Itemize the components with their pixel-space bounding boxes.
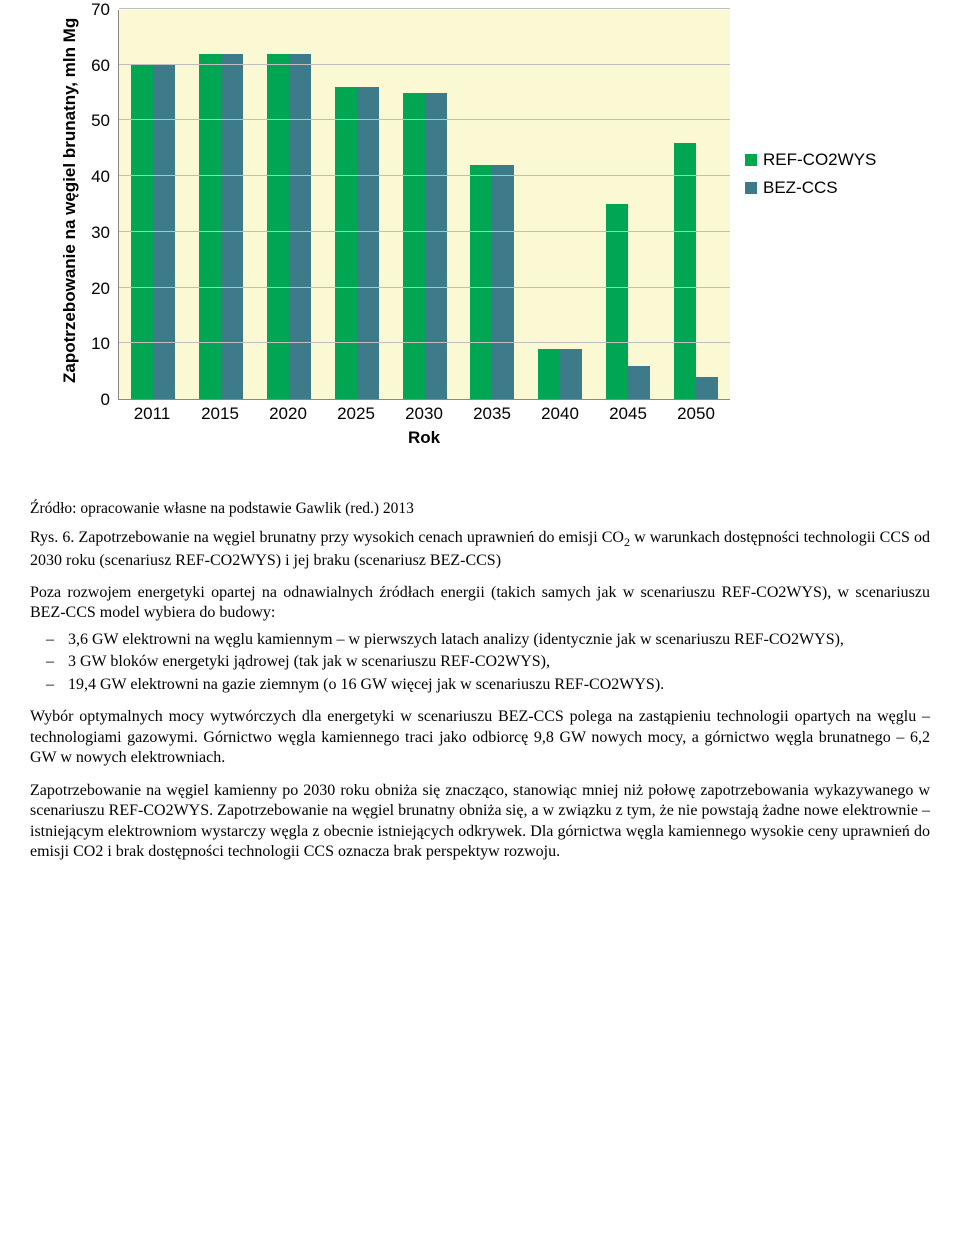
legend-label: REF-CO2WYS bbox=[763, 150, 876, 170]
bar bbox=[131, 65, 153, 399]
bar bbox=[560, 349, 582, 399]
x-tick: 2045 bbox=[594, 404, 662, 424]
bar bbox=[335, 87, 357, 399]
caption-text-a: Zapotrzebowanie na węgiel brunatny przy … bbox=[78, 529, 624, 546]
x-tick: 2020 bbox=[254, 404, 322, 424]
x-tick: 2035 bbox=[458, 404, 526, 424]
y-axis-label: Zapotrzebowanie na węgiel brunatny, mln … bbox=[60, 10, 80, 440]
bar-chart: Zapotrzebowanie na węgiel brunatny, mln … bbox=[60, 10, 900, 440]
bullet-list: 3,6 GW elektrowni na węglu kamiennym – w… bbox=[30, 630, 930, 695]
gridline bbox=[119, 342, 730, 343]
gridline bbox=[119, 119, 730, 120]
caption-prefix: Rys. 6. bbox=[30, 529, 78, 546]
legend-swatch bbox=[745, 182, 757, 194]
list-item: 3 GW bloków energetyki jądrowej (tak jak… bbox=[68, 652, 930, 672]
bar bbox=[221, 54, 243, 399]
bar bbox=[628, 366, 650, 399]
x-ticks: 201120152020202520302035204020452050 bbox=[118, 404, 730, 424]
x-tick: 2030 bbox=[390, 404, 458, 424]
list-item: 3,6 GW elektrowni na węglu kamiennym – w… bbox=[68, 630, 930, 650]
figure-caption: Rys. 6. Zapotrzebowanie na węgiel brunat… bbox=[30, 528, 930, 571]
bar bbox=[289, 54, 311, 399]
bar-group bbox=[391, 10, 459, 399]
bar bbox=[696, 377, 718, 399]
paragraph-3: Zapotrzebowanie na węgiel kamienny po 20… bbox=[30, 781, 930, 863]
bar-group bbox=[323, 10, 391, 399]
bars-container bbox=[119, 10, 730, 399]
bar bbox=[492, 165, 514, 399]
legend-item: BEZ-CCS bbox=[745, 178, 900, 198]
bar-group bbox=[255, 10, 323, 399]
gridline bbox=[119, 231, 730, 232]
x-tick: 2011 bbox=[118, 404, 186, 424]
bar-group bbox=[187, 10, 255, 399]
gridline bbox=[119, 8, 730, 9]
bar bbox=[153, 65, 175, 399]
bar-group bbox=[119, 10, 187, 399]
list-item: 19,4 GW elektrowni na gazie ziemnym (o 1… bbox=[68, 675, 930, 695]
x-tick: 2050 bbox=[662, 404, 730, 424]
x-tick: 2025 bbox=[322, 404, 390, 424]
bar bbox=[199, 54, 221, 399]
bar-group bbox=[594, 10, 662, 399]
chart-source: Źródło: opracowanie własne na podstawie … bbox=[30, 500, 930, 518]
bar bbox=[538, 349, 560, 399]
plot-area bbox=[118, 10, 730, 400]
y-tick: 20 bbox=[91, 279, 110, 299]
bar-group bbox=[662, 10, 730, 399]
y-tick: 30 bbox=[91, 223, 110, 243]
bar bbox=[357, 87, 379, 399]
y-tick: 70 bbox=[91, 0, 110, 20]
bar bbox=[606, 204, 628, 399]
bar bbox=[674, 143, 696, 399]
y-tick: 40 bbox=[91, 167, 110, 187]
gridline bbox=[119, 64, 730, 65]
x-tick: 2040 bbox=[526, 404, 594, 424]
bar-group bbox=[458, 10, 526, 399]
chart-inner: 010203040506070 201120152020202520302035… bbox=[80, 10, 900, 400]
bar bbox=[425, 93, 447, 399]
gridline bbox=[119, 175, 730, 176]
legend-label: BEZ-CCS bbox=[763, 178, 838, 198]
gridline bbox=[119, 287, 730, 288]
legend-swatch bbox=[745, 154, 757, 166]
bar bbox=[403, 93, 425, 399]
y-tick: 0 bbox=[101, 390, 110, 410]
y-tick: 10 bbox=[91, 334, 110, 354]
paragraph-1: Poza rozwojem energetyki opartej na odna… bbox=[30, 583, 930, 624]
paragraph-2: Wybór optymalnych mocy wytwórczych dla e… bbox=[30, 707, 930, 768]
bar-group bbox=[526, 10, 594, 399]
para3-b: i brak dostępności technologii CCS oznac… bbox=[103, 843, 560, 860]
bar bbox=[470, 165, 492, 399]
bar bbox=[267, 54, 289, 399]
x-axis-label: Rok bbox=[118, 428, 730, 448]
y-ticks: 010203040506070 bbox=[80, 10, 114, 400]
legend-item: REF-CO2WYS bbox=[745, 150, 900, 170]
y-tick: 50 bbox=[91, 111, 110, 131]
y-tick: 60 bbox=[91, 56, 110, 76]
legend: REF-CO2WYS BEZ-CCS bbox=[745, 150, 900, 206]
x-tick: 2015 bbox=[186, 404, 254, 424]
